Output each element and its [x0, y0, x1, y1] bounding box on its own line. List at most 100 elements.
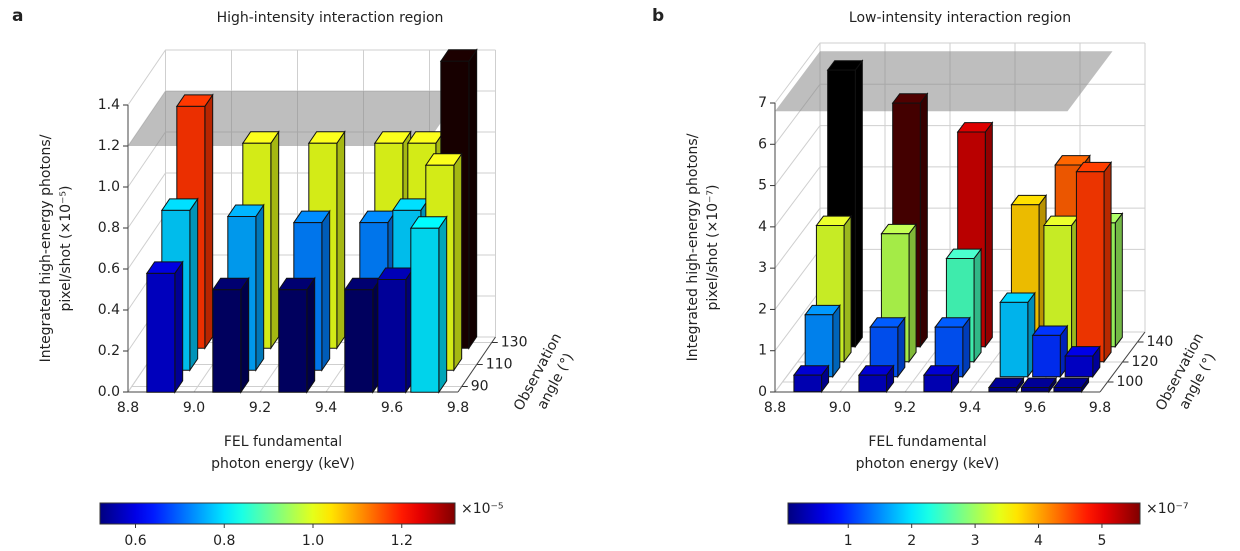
bar-side [984, 121, 993, 349]
y-axis-title: Integrated high-energy photons/pixel/sho… [38, 134, 74, 362]
bar [1075, 160, 1113, 364]
bar-front [410, 227, 440, 393]
bar-side [438, 215, 448, 394]
depth-tick-label: 130 [501, 335, 528, 351]
panel-label: a [12, 6, 23, 26]
bar [145, 260, 184, 394]
bar-front [1020, 387, 1050, 393]
chart-title: High-intensity interaction region [217, 10, 444, 26]
bar-side [174, 260, 184, 394]
bar-front [212, 289, 242, 393]
colorbar-tick-label: 3 [971, 533, 980, 549]
y-tick-label: 0 [758, 384, 767, 400]
colorbar-tick-label: 1.2 [391, 533, 413, 549]
y-tick-label: 5 [758, 178, 767, 194]
depth-tick-label: 110 [486, 357, 513, 373]
bar [934, 316, 971, 379]
x-axis-title: photon energy (keV) [856, 456, 1000, 472]
y-tick-label: 1.2 [98, 138, 120, 154]
x-tick-label: 8.8 [117, 400, 139, 416]
colorbar-unit: ×10⁻⁵ [461, 501, 504, 517]
bar-side [962, 316, 971, 379]
chart-title: Low-intensity interaction region [849, 10, 1071, 26]
bar-front [278, 289, 308, 393]
bar [804, 303, 841, 379]
bar [1064, 345, 1101, 379]
bar-front [1075, 171, 1105, 363]
bar-front [793, 374, 823, 393]
colorbar-tick-label: 1 [844, 533, 853, 549]
x-tick-label: 8.8 [764, 400, 786, 416]
y-tick-label: 0.8 [98, 220, 120, 236]
bar-side [973, 247, 982, 364]
depth-tick-label: 120 [1132, 354, 1159, 370]
y-tick-label: 0.6 [98, 261, 120, 277]
bar [1031, 324, 1069, 379]
x-tick-label: 9.2 [249, 400, 271, 416]
bar-side [919, 92, 928, 349]
y-tick-label: 2 [758, 301, 767, 317]
bar-side [453, 152, 463, 372]
bar-side [1114, 211, 1123, 349]
colorbar-tick-label: 2 [907, 533, 916, 549]
y-tick-label: 7 [758, 95, 767, 111]
colorbar-tick-label: 5 [1097, 533, 1106, 549]
colorbar-tick-label: 0.6 [124, 533, 146, 549]
y-axis-title-line: pixel/shot (×10⁻⁵) [58, 186, 74, 312]
depth-tick-label: 140 [1147, 334, 1174, 350]
bar-side [843, 214, 852, 364]
y-tick-label: 1 [758, 343, 767, 359]
y-axis-title-line: Integrated high-energy photons/ [38, 134, 54, 362]
bar-front [1053, 387, 1083, 393]
bar-side [854, 59, 863, 349]
bar-front [988, 387, 1018, 393]
bar-side [336, 130, 346, 350]
bar-front [344, 289, 374, 393]
bar-side [321, 209, 331, 372]
colorbar-tick-label: 0.8 [213, 533, 235, 549]
bar [376, 266, 415, 394]
bar-front [146, 272, 176, 393]
bar-side [306, 276, 316, 394]
bar-front [923, 374, 953, 393]
bar-side [204, 93, 214, 350]
y-tick-label: 3 [758, 260, 767, 276]
y-tick-label: 1.4 [98, 97, 120, 113]
bar [987, 376, 1025, 394]
bar [1052, 376, 1090, 394]
bar [792, 364, 830, 394]
bar [343, 276, 382, 394]
bar-side [832, 303, 841, 379]
x-tick-label: 9.0 [183, 400, 205, 416]
x-tick-label: 9.6 [381, 400, 403, 416]
bar-side [897, 316, 906, 379]
depth-tick-label: 100 [1117, 374, 1144, 390]
y-axis-title-line: pixel/shot (×10⁻⁷) [705, 185, 721, 311]
x-axis-title: FEL fundamental [224, 434, 342, 450]
bar-side [1103, 160, 1112, 364]
colorbar-unit: ×10⁻⁷ [1146, 501, 1189, 517]
bar [999, 291, 1036, 379]
bar-front [1064, 355, 1094, 378]
bar-side [240, 276, 250, 394]
y-tick-label: 0.0 [98, 384, 120, 400]
bar-front [377, 278, 407, 393]
y-tick-label: 0.4 [98, 302, 120, 318]
y-axis-title: Integrated high-energy photons/pixel/sho… [685, 133, 721, 361]
bar-side [255, 203, 265, 372]
bar [409, 215, 448, 394]
bar [277, 276, 316, 394]
colorbar-tick-label: 4 [1034, 533, 1043, 549]
bar [1020, 376, 1058, 394]
bar [922, 364, 960, 394]
bar [211, 276, 250, 394]
y-axis-title-line: Integrated high-energy photons/ [685, 133, 701, 361]
colorbar [99, 502, 456, 525]
panel-label: b [652, 6, 664, 26]
bar [857, 364, 895, 394]
y-tick-label: 1.0 [98, 179, 120, 195]
x-tick-label: 9.8 [1089, 400, 1111, 416]
bar-side [189, 197, 199, 372]
x-axis-title: photon energy (keV) [211, 456, 355, 472]
